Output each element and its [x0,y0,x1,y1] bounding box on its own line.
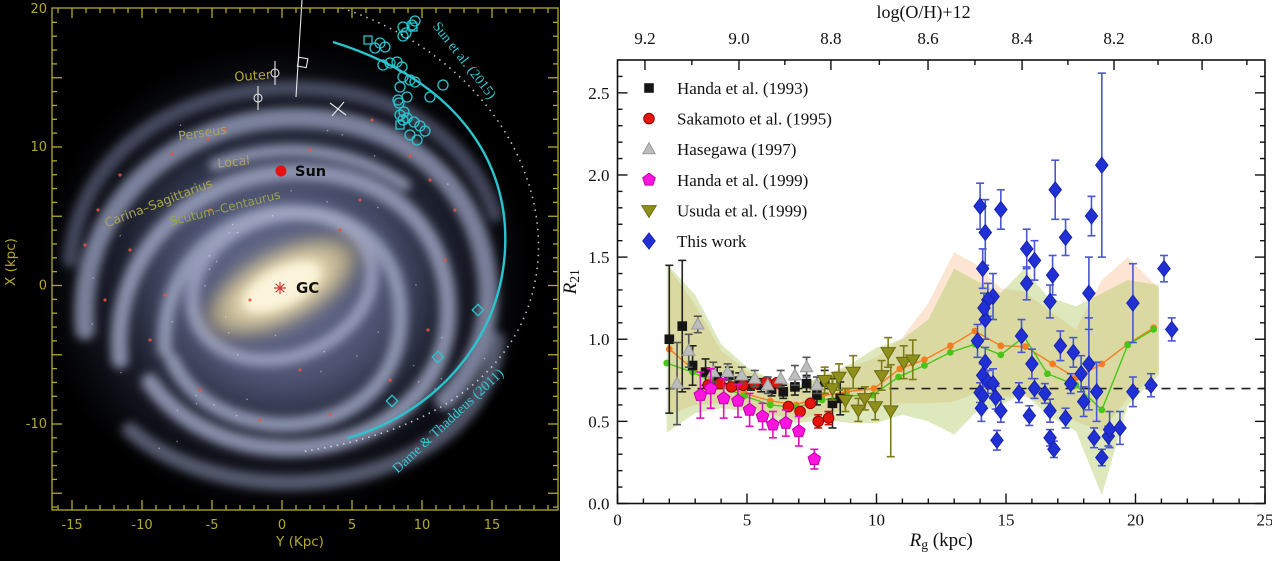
galaxy-x-tick-label: 15 [484,518,501,533]
legend-item: Handa et al. (1993) [644,79,808,98]
galaxy-y-tick-label: 20 [30,2,47,17]
galaxy-artwork [37,40,533,516]
galaxy-x-tick-label: -10 [131,518,152,533]
series-usuda-et-al-1999- [816,336,921,458]
galaxy-y-tick-label: 0 [39,279,47,294]
top-tick-label: 8.2 [1103,29,1124,48]
arm-label-perseus: Perseus [177,122,227,144]
legend-label: Hasegawa (1997) [677,140,796,159]
top-tick-label: 8.0 [1191,29,1212,48]
galaxy-map: OuterPerseusLocalCarina–SagittariusScutu… [0,0,560,561]
legend-item: Handa et al. (1999) [642,171,808,190]
plot-frame [616,59,1266,505]
top-tick-label: 9.2 [634,29,655,48]
x-tick-label: 20 [1127,511,1144,530]
galaxy-x-axis-title: Y (Kpc) [275,534,324,550]
arm-label-outer: Outer [234,68,273,86]
series-this-work [970,72,1179,467]
x-tick-label: 10 [868,511,885,530]
arm-label-local: Local [217,152,251,170]
galaxy-map-panel: Outer Perseus Local Carina–Sagittarius Scutu… [0,0,560,561]
axis-ticks [616,60,1266,505]
sun2015-points [363,15,485,408]
series-hasegawa-1997- [670,315,824,426]
y-axis-title: R21 [560,269,582,295]
galaxy-y-axis-title: X (kpc) [3,238,19,286]
top-tick-label: 8.4 [1011,29,1033,48]
x-tick-label: 15 [998,511,1015,530]
legend-item: Hasegawa (1997) [641,140,796,159]
legend-item: Usuda et al. (1999) [640,201,807,220]
r21-scatter-chart: 0 5 10 15 20 25 0.0 0.5 1.0 1.5 2.0 2.5 9.2 9.0 8.8 8.6… [560,2,1272,552]
sun-marker [275,165,287,177]
galaxy-x-tick-label: 0 [278,518,286,533]
y-tick-label: 2.5 [588,84,609,103]
top-axis-title: log(O/H)+12 [876,2,970,23]
legend-label: Sakamoto et al. (1995) [677,110,832,129]
legend-label: This work [677,232,747,251]
dame-thaddeus-arc [332,40,507,440]
gc-marker [274,282,286,294]
maser-markers [253,0,347,117]
top-tick-label: 9.0 [728,29,749,48]
galaxy-x-tick-label: 5 [348,518,356,533]
gc-label: GC [296,279,319,297]
legend-label: Handa et al. (1993) [677,79,808,98]
galaxy-tick-labels: -15 -10 -5 0 5 10 15 20 10 0 -10 [26,2,501,533]
r21-chart-panel: 0 5 10 15 20 25 0.0 0.5 1.0 1.5 2.0 2.5 9.2 9.0 8.8 8.6… [560,0,1272,561]
galaxy-y-tick-label: -10 [26,417,47,432]
x-tick-label: 5 [743,511,752,530]
galaxy-x-tick-label: 10 [414,518,431,533]
series-handa-et-al-1999- [693,368,822,470]
legend-item: Sakamoto et al. (1995) [643,110,832,129]
legend: Handa et al. (1993) Sakamoto et al. (1995… [640,79,832,251]
legend-item: This work [642,232,747,251]
y-tick-label: 1.0 [588,330,609,349]
tick-labels: 0 5 10 15 20 25 0.0 0.5 1.0 1.5 2.0 2.5 9.2 9.0 8.8 8.6… [588,29,1272,530]
legend-label: Usuda et al. (1999) [677,201,807,220]
top-tick-label: 8.6 [917,29,938,48]
legend-label: Handa et al. (1999) [677,171,808,190]
y-tick-label: 2.0 [588,166,609,185]
y-tick-label: 0.5 [588,412,609,431]
outer-dotted-arc [299,7,540,453]
galaxy-frame [51,7,559,511]
galaxy-x-tick-label: -5 [206,518,219,533]
galaxy-x-tick-label: -15 [61,518,82,533]
sun-label: Sun [295,164,326,180]
y-tick-label: 0.0 [588,495,609,514]
x-axis-title: Rg (kpc) [909,530,973,552]
top-tick-label: 8.8 [820,29,841,48]
star-forming-specks [83,110,486,450]
x-tick-label: 0 [613,511,622,530]
galaxy-y-tick-label: 10 [30,140,47,155]
y-tick-label: 1.5 [588,248,609,267]
x-tick-label: 25 [1257,511,1272,530]
